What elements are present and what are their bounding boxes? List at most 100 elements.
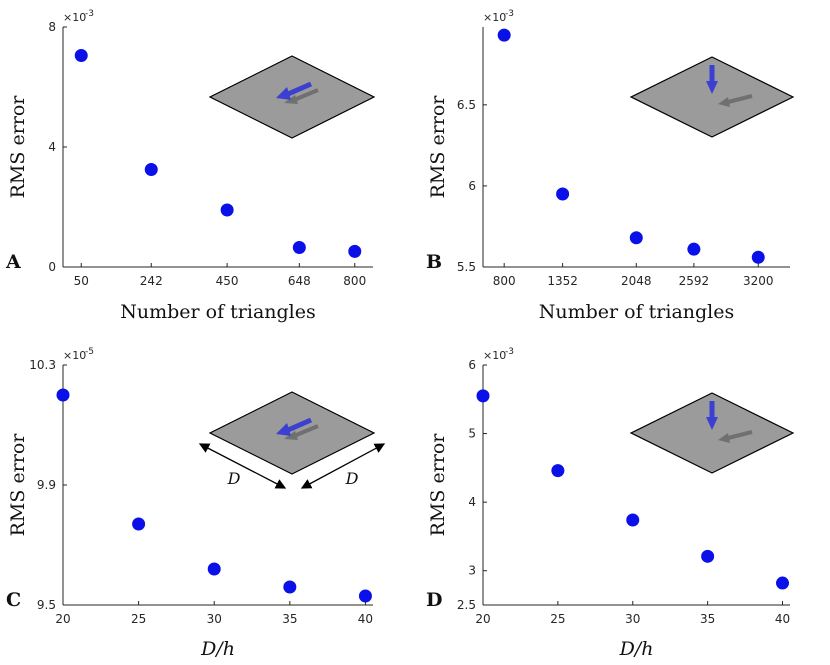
data-point xyxy=(207,562,221,576)
axis-multiplier-exponent: -3 xyxy=(505,9,514,19)
x-tick-label: 800 xyxy=(493,274,516,288)
data-point xyxy=(283,580,297,594)
data-point xyxy=(556,187,570,201)
x-axis-label: Number of triangles xyxy=(539,301,735,323)
dimension-label-right: D xyxy=(345,469,359,488)
y-tick-label: 4 xyxy=(48,140,56,154)
inset-arrow-head xyxy=(706,417,718,430)
panel-b: 5.5 6 6.5 800 1352 2048 2592 3200 ×10-3 RMS error… xyxy=(426,9,795,323)
y-tick-label: 9.9 xyxy=(37,478,56,492)
axis-multiplier-exponent: -3 xyxy=(505,347,514,357)
y-axis-label: RMS error xyxy=(7,95,29,199)
y-tick-label: 8 xyxy=(48,20,56,34)
data-point xyxy=(132,517,146,531)
data-point xyxy=(551,464,565,478)
y-tick-label: 6 xyxy=(468,179,476,193)
panel-c: 9.5 9.9 10.3 20 25 30 35 40 ×10-5 RMS error D/h C D D xyxy=(6,347,386,660)
y-tick-label: 5.5 xyxy=(457,260,476,274)
x-tick-label: 648 xyxy=(288,274,311,288)
data-point xyxy=(220,203,234,217)
x-tick-label: 20 xyxy=(55,612,70,626)
axis-multiplier: ×10 xyxy=(63,11,86,24)
panel-a: 0 4 8 50 242 450 648 800 ×10-3 RMS error Number of… xyxy=(5,9,376,323)
panel-d: 2.5 3 4 5 6 20 25 30 35 40 ×10-3 RMS error D/h D xyxy=(426,347,795,660)
inset-arrow-shaft xyxy=(287,417,312,433)
x-tick-label: 1352 xyxy=(547,274,578,288)
panel-letter: A xyxy=(5,251,21,273)
inset-arrow-head xyxy=(706,81,718,94)
x-tick-label: 3200 xyxy=(743,274,774,288)
inset-shadow-arrow-shaft xyxy=(293,88,319,102)
data-point xyxy=(476,389,490,403)
data-point xyxy=(497,28,511,42)
data-point xyxy=(687,242,701,256)
inset-shadow-arrow-head xyxy=(284,95,298,104)
x-tick-label: 450 xyxy=(216,274,239,288)
axis-multiplier-exponent: -3 xyxy=(85,9,94,19)
panel-letter: D xyxy=(426,589,442,611)
dimension-arrow-left xyxy=(198,443,287,489)
data-point xyxy=(144,163,158,176)
x-axis-label: D/h xyxy=(619,638,654,660)
panel-letter: C xyxy=(6,589,21,611)
data-point xyxy=(292,241,306,254)
inset-shadow-arrow-shaft xyxy=(727,94,753,104)
y-tick-label: 6 xyxy=(468,358,476,372)
data-point xyxy=(348,244,362,258)
y-axis-label: RMS error xyxy=(427,433,449,537)
axis-multiplier: ×10 xyxy=(483,11,506,24)
dimension-arrow-right xyxy=(300,443,386,489)
x-tick-label: 25 xyxy=(131,612,146,626)
y-tick-label: 10.3 xyxy=(29,358,56,372)
data-point xyxy=(701,549,715,563)
inset-plane xyxy=(629,56,795,138)
y-axis-label: RMS error xyxy=(427,95,449,199)
inset-plane xyxy=(629,392,795,474)
x-tick-label: 20 xyxy=(475,612,490,626)
inset-arrow-head xyxy=(276,423,291,436)
data-point xyxy=(74,49,88,62)
axis-multiplier-exponent: -5 xyxy=(85,347,94,357)
panel-letter: B xyxy=(426,251,442,273)
data-point xyxy=(751,250,765,264)
y-tick-label: 5 xyxy=(468,427,476,441)
y-tick-label: 4 xyxy=(468,495,476,509)
x-tick-label: 40 xyxy=(358,612,373,626)
y-tick-label: 6.5 xyxy=(457,98,476,112)
y-tick-label: 9.5 xyxy=(37,598,56,612)
y-tick-label: 2.5 xyxy=(457,598,476,612)
axis-multiplier: ×10 xyxy=(63,349,86,362)
y-tick-label: 0 xyxy=(48,260,56,274)
data-point xyxy=(626,513,640,527)
x-tick-label: 25 xyxy=(550,612,565,626)
x-tick-label: 242 xyxy=(140,274,163,288)
x-axis-label: D/h xyxy=(200,638,235,660)
data-point xyxy=(776,576,790,590)
x-tick-label: 50 xyxy=(74,274,89,288)
x-tick-label: 35 xyxy=(700,612,715,626)
x-tick-label: 2592 xyxy=(679,274,710,288)
x-axis-label: Number of triangles xyxy=(120,301,316,323)
inset-shadow-arrow-shaft xyxy=(293,424,319,438)
y-tick-label: 3 xyxy=(468,564,476,578)
inset-shadow-arrow-head xyxy=(284,431,298,440)
x-tick-label: 30 xyxy=(207,612,222,626)
x-tick-label: 2048 xyxy=(621,274,652,288)
inset-shadow-arrow-shaft xyxy=(727,430,753,440)
inset-shadow-arrow-head xyxy=(718,433,730,443)
x-tick-label: 40 xyxy=(775,612,790,626)
x-tick-label: 35 xyxy=(282,612,297,626)
data-point xyxy=(56,388,70,402)
inset-arrow-head xyxy=(276,87,291,100)
axis-multiplier: ×10 xyxy=(483,349,506,362)
inset-arrow-shaft xyxy=(287,81,312,97)
inset-shadow-arrow-head xyxy=(718,97,730,107)
x-tick-label: 30 xyxy=(625,612,640,626)
y-axis-label: RMS error xyxy=(7,433,29,537)
data-point xyxy=(629,231,643,245)
data-point xyxy=(358,589,372,603)
x-tick-label: 800 xyxy=(343,274,366,288)
dimension-label-left: D xyxy=(227,469,241,488)
inset-plane xyxy=(208,55,376,139)
